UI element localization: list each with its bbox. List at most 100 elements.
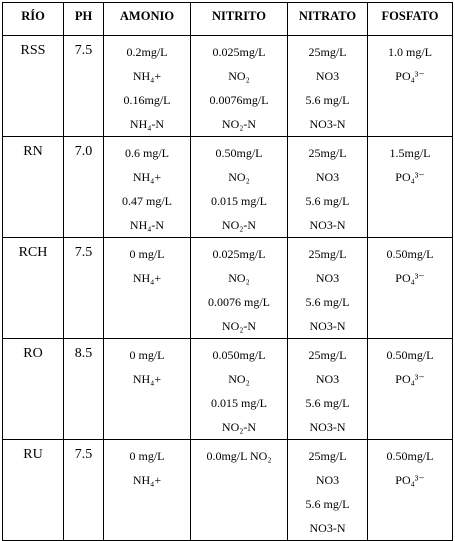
cell-line: 25mg/L bbox=[308, 449, 347, 463]
cell-line: NH₄-N bbox=[129, 117, 165, 131]
cell-line: PO₄³⁻ bbox=[395, 170, 425, 184]
cell-line: 0.0076 mg/L bbox=[208, 295, 270, 309]
cell-line: 5.6 mg/L bbox=[305, 396, 350, 410]
table-cell: 0.50mg/L PO₄³⁻ bbox=[367, 237, 453, 339]
table-cell: 0 mg/L NH₄+ bbox=[103, 338, 191, 440]
cell-line: RN bbox=[23, 144, 43, 159]
cell-line: 0.6 mg/L bbox=[125, 146, 169, 160]
table-row: RCH 7.5 0 mg/L NH₄+ 0.025mg/L NO₂ 0.0076 mg/L N… bbox=[2, 237, 453, 339]
table-row: RU 7.5 0 mg/L NH₄+ 0.0mg/L NO₂ 25mg/L NO3 5.6 m… bbox=[2, 439, 453, 541]
cell-line: RU bbox=[23, 447, 43, 462]
column-header: FOSFATO bbox=[367, 2, 453, 36]
table-cell: 0.50mg/L NO₂ 0.015 mg/L NO₂-N bbox=[190, 136, 288, 238]
cell-line: 25mg/L bbox=[308, 146, 347, 160]
cell-line: NO₂-N bbox=[221, 420, 257, 434]
column-header: AMONIO bbox=[103, 2, 191, 36]
table-cell: RO bbox=[2, 338, 64, 440]
table-cell: 7.5 bbox=[63, 439, 104, 541]
cell-line: NO₂-N bbox=[221, 319, 257, 333]
cell-line: NH₄+ bbox=[132, 170, 162, 184]
cell-line: 5.6 mg/L bbox=[305, 497, 350, 511]
cell-line: NO₂ bbox=[228, 372, 250, 386]
cell-line: 0.050mg/L bbox=[212, 348, 266, 362]
cell-line: 0.0mg/L NO₂ bbox=[206, 449, 272, 463]
cell-line: NO3 bbox=[315, 372, 340, 386]
cell-line: 25mg/L bbox=[308, 45, 347, 59]
table-cell: 25mg/L NO3 5.6 mg/L NO3-N bbox=[287, 136, 368, 238]
table-cell: 0.025mg/L NO₂ 0.0076 mg/L NO₂-N bbox=[190, 237, 288, 339]
table-cell: 0.025mg/L NO₂ 0.0076mg/L NO₂-N bbox=[190, 35, 288, 137]
cell-line: NH₄+ bbox=[132, 69, 162, 83]
cell-line: 7.5 bbox=[74, 245, 93, 260]
column-header: RÍO bbox=[2, 2, 64, 36]
cell-line: 0 mg/L bbox=[129, 247, 165, 261]
table-cell: 7.5 bbox=[63, 35, 104, 137]
cell-line: NO3-N bbox=[309, 117, 346, 131]
cell-line: 0.025mg/L bbox=[212, 45, 266, 59]
table-cell: RU bbox=[2, 439, 64, 541]
cell-line: 0.50mg/L bbox=[386, 247, 434, 261]
cell-line: 0.16mg/L bbox=[123, 93, 171, 107]
table-cell: 0.0mg/L NO₂ bbox=[190, 439, 288, 541]
cell-line: 0.2mg/L bbox=[126, 45, 168, 59]
cell-line: 1.0 mg/L bbox=[388, 45, 432, 59]
cell-line: NO3-N bbox=[309, 218, 346, 232]
cell-line: NO₂-N bbox=[221, 218, 257, 232]
table-cell: 25mg/L NO3 5.6 mg/L NO3-N bbox=[287, 35, 368, 137]
table-cell: 0 mg/L NH₄+ bbox=[103, 439, 191, 541]
table-cell: 1.5mg/L PO₄³⁻ bbox=[367, 136, 453, 238]
cell-line: PO₄³⁻ bbox=[395, 372, 425, 386]
cell-line: 0.0076mg/L bbox=[209, 93, 269, 107]
header-row: RÍO PH AMONIO NITRITO NITRATO FOSFATO bbox=[2, 2, 453, 36]
cell-line: NH₄+ bbox=[132, 372, 162, 386]
table-cell: RCH bbox=[2, 237, 64, 339]
cell-line: RSS bbox=[20, 43, 46, 58]
cell-line: 8.5 bbox=[74, 346, 93, 361]
cell-line: NO3-N bbox=[309, 319, 346, 333]
table-cell: 0.50mg/L PO₄³⁻ bbox=[367, 338, 453, 440]
table-cell: 25mg/L NO3 5.6 mg/L NO3-N bbox=[287, 439, 368, 541]
cell-line: 7.0 bbox=[74, 144, 93, 159]
table-cell: 1.0 mg/L PO₄³⁻ bbox=[367, 35, 453, 137]
cell-line: NO₂ bbox=[228, 170, 250, 184]
cell-line: 0.015 mg/L bbox=[211, 396, 267, 410]
column-header: NITRATO bbox=[287, 2, 368, 36]
cell-line: PO₄³⁻ bbox=[395, 473, 425, 487]
cell-line: 5.6 mg/L bbox=[305, 295, 350, 309]
cell-line: 0.50mg/L bbox=[386, 348, 434, 362]
table-cell: RN bbox=[2, 136, 64, 238]
cell-line: NH₄-N bbox=[129, 218, 165, 232]
cell-line: PO₄³⁻ bbox=[395, 271, 425, 285]
table-row: RSS 7.5 0.2mg/L NH₄+ 0.16mg/L NH₄-N 0.025mg/L N… bbox=[2, 35, 453, 137]
table-cell: 0.6 mg/L NH₄+ 0.47 mg/L NH₄-N bbox=[103, 136, 191, 238]
cell-line: 0.50mg/L bbox=[386, 449, 434, 463]
table-cell: 25mg/L NO3 5.6 mg/L NO3-N bbox=[287, 237, 368, 339]
table-cell: 7.5 bbox=[63, 237, 104, 339]
table-cell: RSS bbox=[2, 35, 64, 137]
table-row: RO 8.5 0 mg/L NH₄+ 0.050mg/L NO₂ 0.015 mg/L NO₂… bbox=[2, 338, 453, 440]
cell-line: NH₄+ bbox=[132, 473, 162, 487]
cell-line: 0.015 mg/L bbox=[211, 194, 267, 208]
cell-line: 0.47 mg/L bbox=[122, 194, 172, 208]
cell-line: 0.50mg/L bbox=[215, 146, 263, 160]
cell-line: NO3 bbox=[315, 69, 340, 83]
cell-line: 0 mg/L bbox=[129, 348, 165, 362]
cell-line: NO3 bbox=[315, 271, 340, 285]
cell-line: RO bbox=[23, 346, 43, 361]
cell-line: 25mg/L bbox=[308, 348, 347, 362]
cell-line: 0.025mg/L bbox=[212, 247, 266, 261]
table-cell: 0.050mg/L NO₂ 0.015 mg/L NO₂-N bbox=[190, 338, 288, 440]
cell-line: 7.5 bbox=[74, 43, 93, 58]
cell-line: NO₂-N bbox=[221, 117, 257, 131]
cell-line: 5.6 mg/L bbox=[305, 194, 350, 208]
column-header: NITRITO bbox=[190, 2, 288, 36]
cell-line: NO3-N bbox=[309, 521, 346, 535]
cell-line: 1.5mg/L bbox=[389, 146, 431, 160]
table-cell: 0 mg/L NH₄+ bbox=[103, 237, 191, 339]
cell-line: NO3-N bbox=[309, 420, 346, 434]
cell-line: NH₄+ bbox=[132, 271, 162, 285]
table-cell: 0.2mg/L NH₄+ 0.16mg/L NH₄-N bbox=[103, 35, 191, 137]
column-header: PH bbox=[63, 2, 104, 36]
cell-line: 7.5 bbox=[74, 447, 93, 462]
cell-line: PO₄³⁻ bbox=[395, 69, 425, 83]
